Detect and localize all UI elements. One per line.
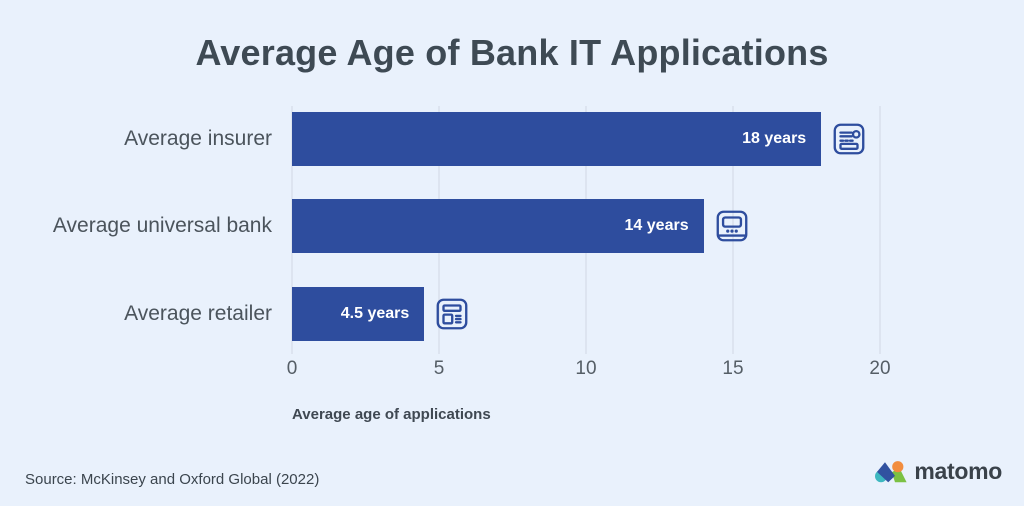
bar-universal-bank: 14 years xyxy=(292,199,704,253)
storefront-newspaper-icon xyxy=(435,297,469,331)
category-label: Average universal bank xyxy=(52,214,272,237)
gridline xyxy=(879,106,881,354)
source-note: Source: McKinsey and Oxford Global (2022… xyxy=(25,471,320,488)
matomo-logo-text: matomo xyxy=(914,458,1002,484)
bar-retailer: 4.5 years xyxy=(292,287,425,341)
atm-machine-icon xyxy=(715,209,749,243)
matomo-logo: matomo xyxy=(875,458,1002,485)
chart-title: Average Age of Bank IT Applications xyxy=(195,32,829,73)
bar-insurer: 18 years xyxy=(292,112,822,166)
bar-value-label: 18 years xyxy=(742,130,807,147)
x-axis-ticks: 0 5 10 15 20 xyxy=(0,358,1024,382)
bar-row-insurer: Average insurer 18 years xyxy=(0,112,1024,166)
x-tick-label: 10 xyxy=(575,358,597,379)
x-tick-label: 20 xyxy=(869,358,891,379)
bar-value-label: 4.5 years xyxy=(340,305,410,322)
gridline xyxy=(732,106,734,354)
x-axis-title: Average age of applications xyxy=(292,406,491,423)
matomo-logo-icon xyxy=(875,460,907,483)
category-label: Average retailer xyxy=(124,302,272,325)
x-tick-label: 5 xyxy=(433,358,445,379)
bar-value-label: 14 years xyxy=(624,217,689,234)
insurance-policy-icon xyxy=(832,122,866,156)
bar-row-universal-bank: Average universal bank 14 years xyxy=(0,199,1024,253)
x-tick-label: 15 xyxy=(722,358,744,379)
bar-row-retailer: Average retailer 4.5 years xyxy=(0,287,1024,341)
x-tick-label: 0 xyxy=(286,358,298,379)
category-label: Average insurer xyxy=(124,127,272,150)
